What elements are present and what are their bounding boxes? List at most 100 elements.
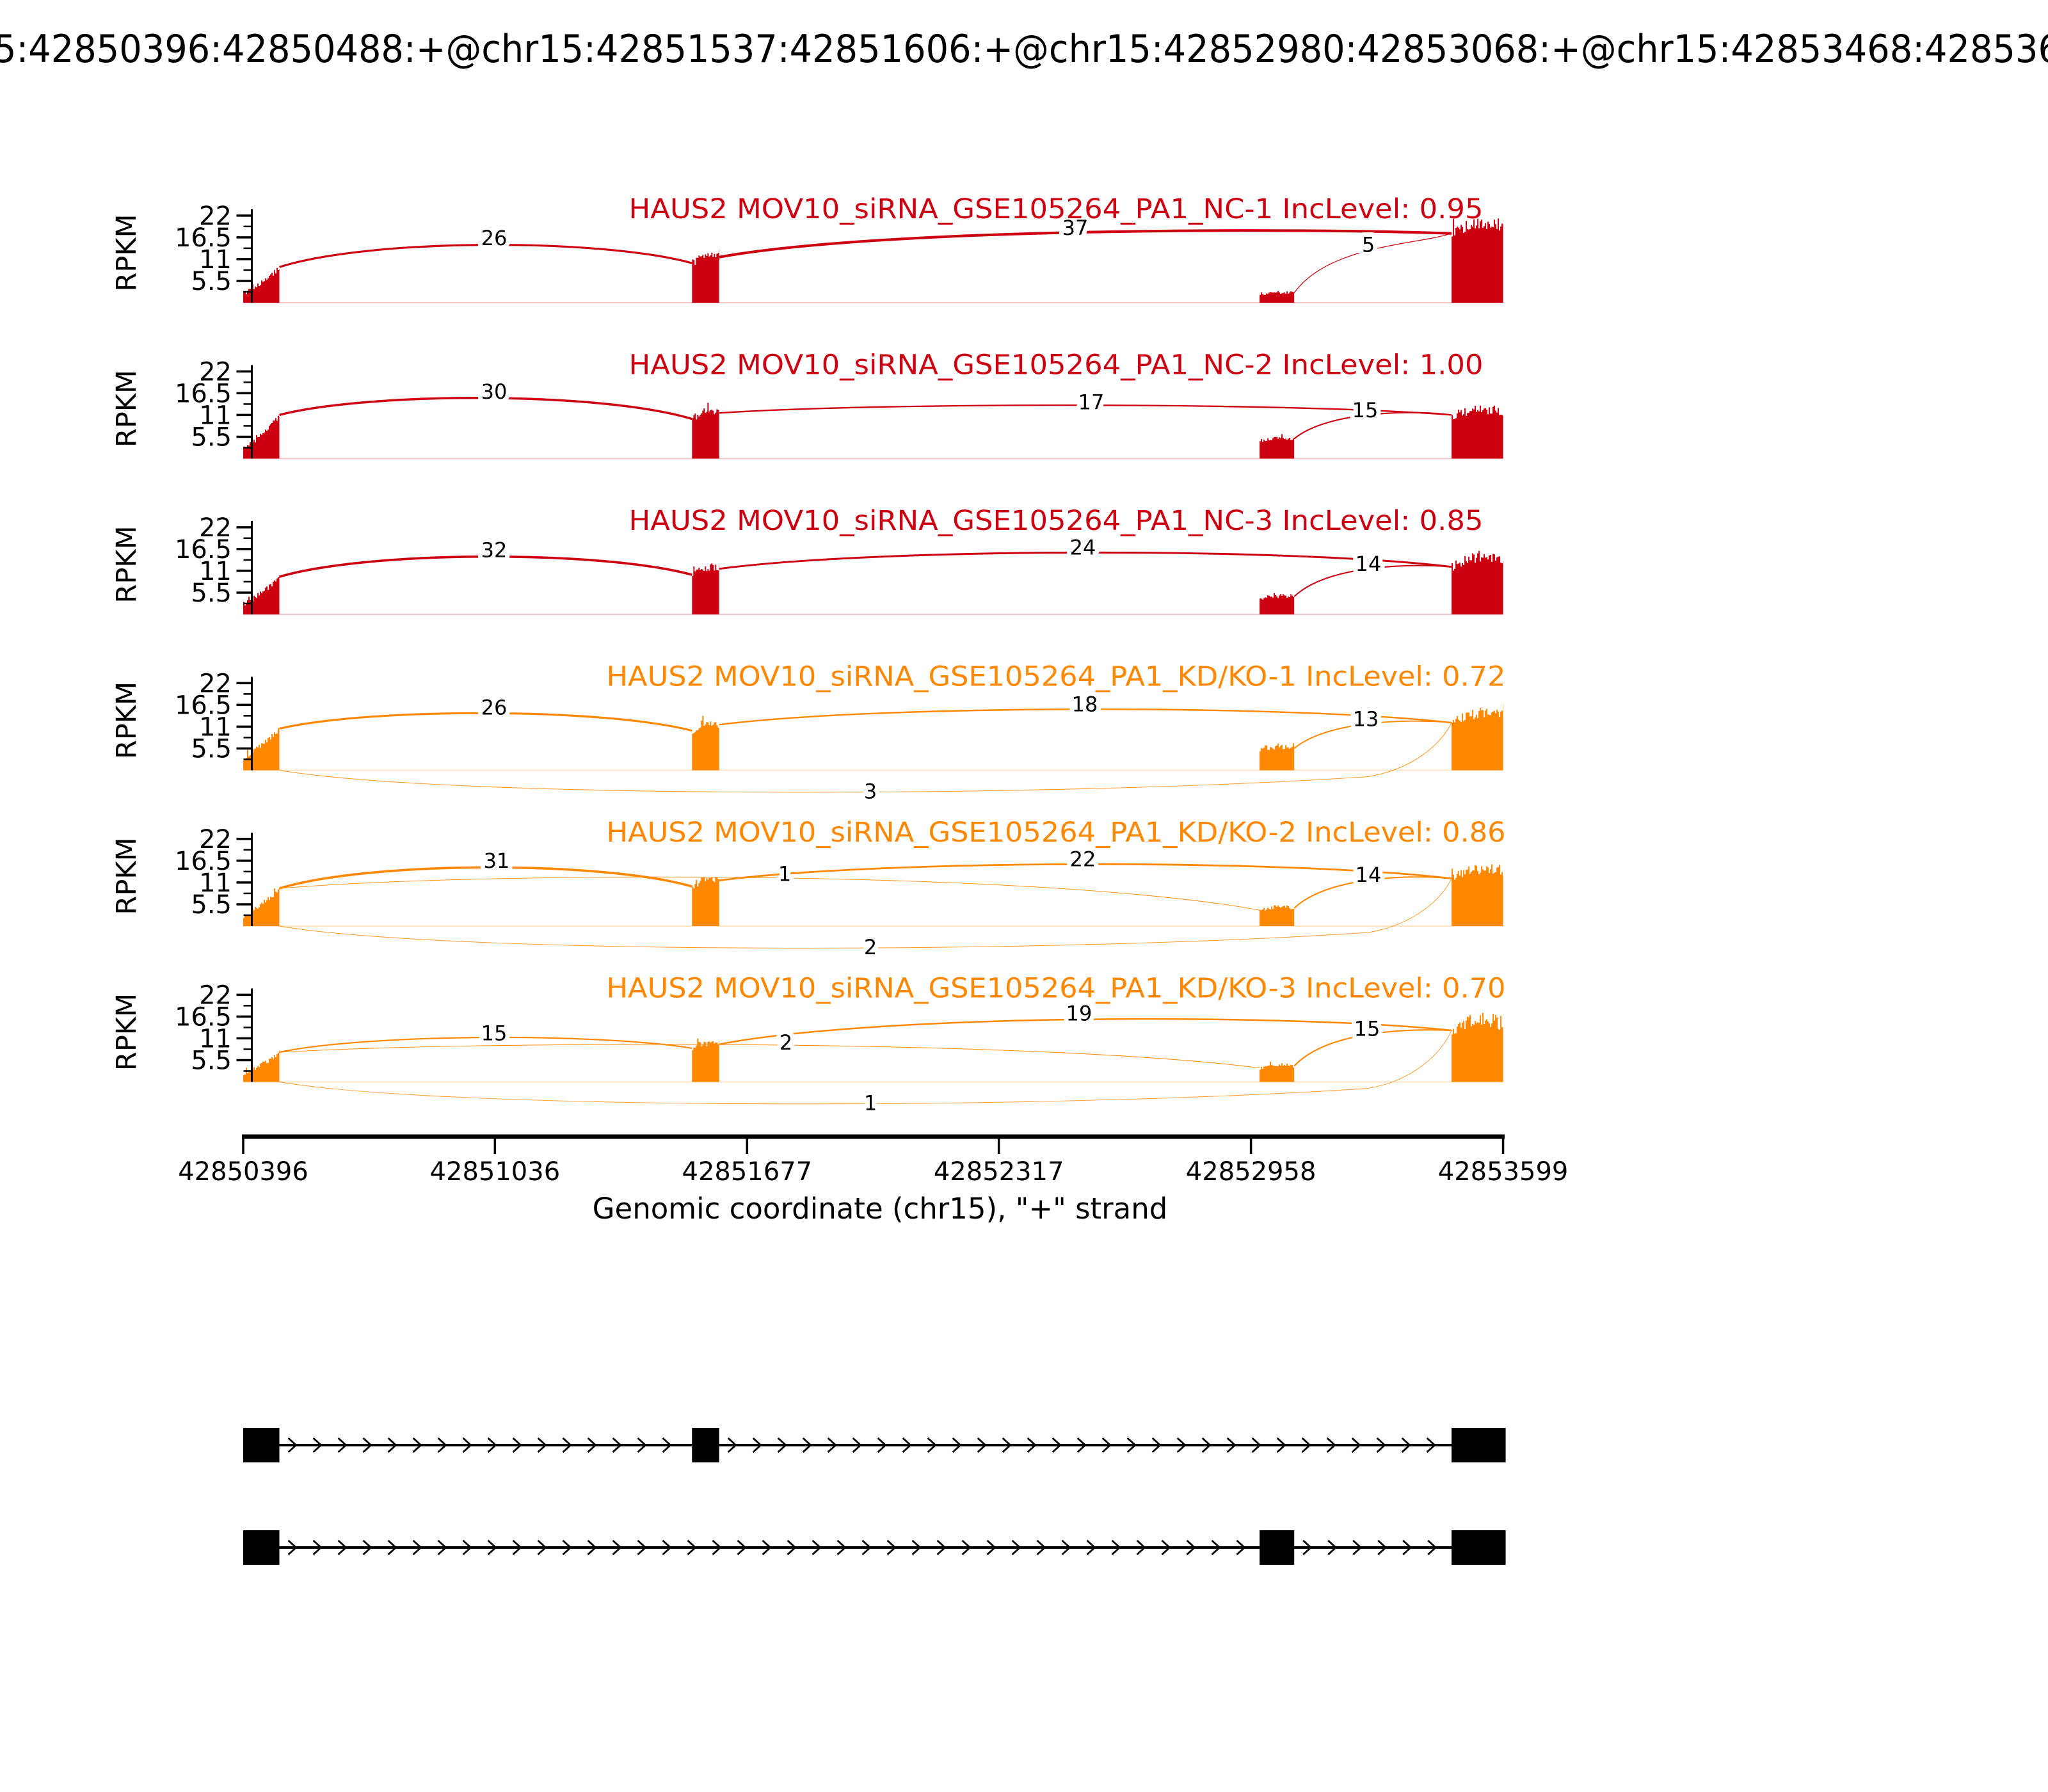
junction-count-label: 26 (481, 226, 508, 250)
isoform-row-0 (243, 1428, 1506, 1462)
coverage-e4 (1452, 1012, 1503, 1082)
y-tick-label: 5.5 (191, 734, 232, 764)
coverage-e4 (1452, 864, 1503, 926)
y-tick-label: 22 (199, 357, 232, 387)
intron-direction-arrow-icon (412, 1539, 422, 1556)
y-tick-label: 5.5 (191, 579, 232, 608)
exon-box-e4 (1452, 1428, 1506, 1462)
intron-direction-arrow-icon (462, 1437, 472, 1453)
y-tick-label: 16.5 (175, 379, 232, 408)
y-tick-label: 22 (199, 825, 232, 854)
junction-count-label: 15 (1352, 398, 1379, 422)
intron-direction-arrow-icon (1276, 1437, 1286, 1453)
y-tick-label: 5.5 (191, 890, 232, 920)
intron-direction-arrow-icon (836, 1539, 847, 1556)
rpkm-axis-label: RPKM (111, 837, 143, 915)
track-title: HAUS2 MOV10_siRNA_GSE105264_PA1_NC-2 Inc… (629, 349, 1484, 381)
intron-direction-arrow-icon (312, 1437, 323, 1453)
junction-count-label: 19 (1066, 1001, 1092, 1025)
junction-arc-e2-e4 (719, 229, 1452, 259)
x-tick-label: 42852317 (934, 1157, 1064, 1187)
coverage-e1 (243, 1050, 280, 1082)
intron-direction-arrow-icon (787, 1539, 797, 1556)
intron-direction-arrow-icon (1402, 1539, 1412, 1556)
intron-direction-arrow-icon (437, 1539, 447, 1556)
intron-direction-arrow-icon (1076, 1437, 1087, 1453)
x-axis: 42850396 42851036 42851677 42852317 42852958… (178, 1134, 1568, 1226)
figure-title: 5:42850396:42850488:+@chr15:42851537:428… (0, 27, 2048, 72)
intron-direction-arrow-icon (337, 1437, 348, 1453)
intron-direction-arrow-icon (587, 1437, 597, 1453)
intron-direction-arrow-icon (777, 1437, 787, 1453)
intron-direction-arrow-icon (1061, 1539, 1071, 1556)
x-axis-label: Genomic coordinate (chr15), "+" strand (593, 1192, 1168, 1226)
junction-arc-e1-e2 (279, 555, 692, 578)
intron-direction-arrow-icon (1136, 1539, 1146, 1556)
intron-direction-arrow-icon (612, 1437, 622, 1453)
intron-direction-arrow-icon (487, 1437, 497, 1453)
intron-direction-arrow-icon (1377, 1539, 1388, 1556)
y-tick-label: 11 (199, 868, 232, 898)
intron-direction-arrow-icon (1376, 1437, 1386, 1453)
y-tick-label: 16.5 (175, 847, 232, 876)
junction-arc-e1-e4 (279, 878, 1452, 948)
intron-direction-arrow-icon (986, 1539, 996, 1556)
junction-count-label: 24 (1070, 535, 1096, 559)
junction-arc-e1-e4 (279, 722, 1452, 793)
intron-direction-arrow-icon (287, 1437, 298, 1453)
intron-direction-arrow-icon (762, 1539, 772, 1556)
y-tick-label: 16.5 (175, 223, 232, 253)
intron-direction-arrow-icon (487, 1539, 497, 1556)
junction-arc-e1-e2 (279, 712, 692, 732)
junction-arc-e3-e4 (1293, 233, 1452, 293)
coverage-e2 (692, 403, 719, 459)
track-title: HAUS2 MOV10_siRNA_GSE105264_PA1_KD/KO-2 … (607, 817, 1506, 849)
junction-arc-e1-e2 (279, 244, 692, 268)
intron-direction-arrow-icon (1351, 1437, 1361, 1453)
coverage-e3 (1260, 434, 1295, 459)
y-tick-label: 16.5 (175, 535, 232, 564)
junction-arc-e2-e4 (719, 708, 1452, 726)
intron-direction-arrow-icon (612, 1539, 622, 1556)
junction-count-label: 37 (1062, 216, 1089, 240)
intron-direction-arrow-icon (1002, 1437, 1012, 1453)
intron-direction-arrow-icon (1086, 1539, 1096, 1556)
intron-direction-arrow-icon (877, 1437, 887, 1453)
intron-direction-arrow-icon (412, 1437, 422, 1453)
coverage-e2 (692, 1038, 719, 1082)
intron-direction-arrow-icon (687, 1539, 697, 1556)
intron-direction-arrow-icon (1302, 1539, 1313, 1556)
intron-direction-arrow-icon (1052, 1437, 1062, 1453)
y-tick-label: 5.5 (191, 1046, 232, 1075)
y-tick-label: 22 (199, 669, 232, 698)
intron-direction-arrow-icon (512, 1539, 522, 1556)
intron-direction-arrow-icon (952, 1437, 962, 1453)
intron-direction-arrow-icon (977, 1437, 987, 1453)
intron-direction-arrow-icon (537, 1539, 547, 1556)
intron-direction-arrow-icon (1427, 1539, 1437, 1556)
intron-direction-arrow-icon (936, 1539, 947, 1556)
intron-direction-arrow-icon (861, 1539, 872, 1556)
junction-arc-e2-e4 (719, 551, 1452, 570)
coverage-e3 (1260, 291, 1295, 303)
intron-direction-arrow-icon (637, 1539, 647, 1556)
intron-direction-arrow-icon (1236, 1539, 1246, 1556)
coverage-e3 (1260, 743, 1295, 771)
junction-count-label: 2 (780, 1030, 792, 1055)
intron-direction-arrow-icon (1401, 1437, 1411, 1453)
exon-box-e1 (243, 1428, 280, 1462)
track-title: HAUS2 MOV10_siRNA_GSE105264_PA1_NC-3 Inc… (629, 505, 1484, 537)
junction-count-label: 15 (481, 1021, 508, 1045)
y-tick-label: 16.5 (175, 1002, 232, 1032)
intron-direction-arrow-icon (437, 1437, 447, 1453)
exon-box-e4 (1452, 1530, 1506, 1565)
junction-count-label: 15 (1354, 1017, 1380, 1041)
intron-direction-arrow-icon (1101, 1437, 1112, 1453)
intron-direction-arrow-icon (1426, 1437, 1436, 1453)
y-tick-label: 11 (199, 245, 232, 275)
coverage-e4 (1452, 703, 1503, 771)
y-tick-label: 11 (199, 1024, 232, 1053)
x-tick-label: 42851036 (430, 1157, 561, 1187)
